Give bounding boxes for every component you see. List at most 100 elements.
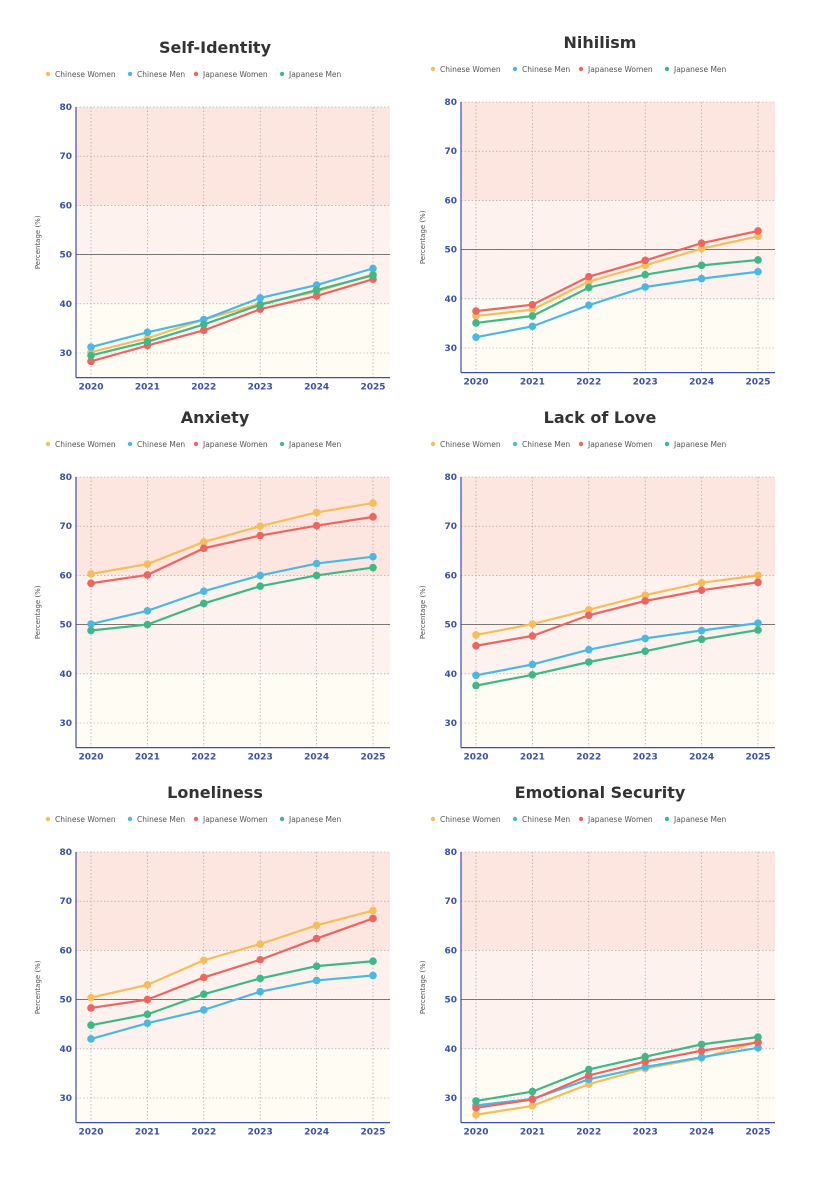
series-line-japanese-men	[90, 566, 374, 632]
data-point	[256, 531, 264, 540]
x-tick-label: 2025	[745, 1128, 770, 1138]
y-tick-label: 60	[444, 196, 457, 206]
data-point	[528, 632, 537, 640]
legend-marker	[430, 441, 436, 447]
series-line-japanese-men	[475, 628, 759, 687]
chart-title: Anxiety	[181, 408, 250, 427]
data-point	[143, 328, 152, 337]
legend-marker	[512, 66, 518, 72]
data-point	[143, 995, 152, 1004]
data-point	[200, 326, 208, 335]
y-tick-label: 70	[59, 897, 72, 907]
data-point	[369, 552, 377, 561]
data-point	[641, 1063, 649, 1071]
line-chart: Loneliness Chinese Women Chinese Men Japane…	[34, 783, 390, 1138]
series-line-japanese-men	[475, 258, 759, 324]
data-point	[754, 267, 762, 276]
data-point	[697, 578, 706, 587]
data-point	[200, 320, 208, 329]
data-point	[641, 270, 649, 279]
data-point	[312, 921, 321, 930]
legend-label: Japanese Women	[202, 440, 268, 449]
y-tick-label: 30	[59, 719, 72, 729]
x-tick-label: 2024	[304, 383, 329, 393]
data-point	[641, 647, 649, 655]
data-point	[697, 274, 706, 283]
x-tick-label: 2023	[248, 383, 273, 393]
data-point	[641, 283, 649, 291]
y-axis-label: Percentage (%)	[34, 585, 42, 639]
series-line-chinese-men	[90, 974, 374, 1041]
data-point	[754, 1044, 762, 1052]
data-point	[87, 351, 95, 360]
series-line-japanese-women	[90, 515, 374, 585]
legend-label: Japanese Women	[202, 815, 268, 824]
data-point	[369, 957, 377, 966]
zone-low	[76, 1048, 390, 1123]
legend-marker	[279, 71, 285, 77]
x-tick-label: 2025	[360, 383, 385, 393]
legend-marker	[664, 441, 670, 447]
legend-marker	[127, 816, 133, 822]
data-point	[87, 993, 95, 1002]
legend-marker	[578, 66, 584, 72]
data-point	[143, 337, 152, 346]
chart-title: Emotional Security	[515, 783, 686, 802]
series-line-japanese-women	[90, 917, 374, 1010]
chart-title: Loneliness	[167, 783, 263, 802]
data-point	[697, 1053, 706, 1061]
x-tick-label: 2023	[633, 753, 658, 763]
series-line-chinese-men	[475, 622, 759, 677]
data-point	[697, 1046, 706, 1055]
legend-label: Chinese Men	[522, 815, 570, 824]
data-point	[697, 244, 706, 253]
x-tick-label: 2025	[360, 753, 385, 763]
data-point	[754, 256, 762, 264]
legend-marker	[193, 816, 199, 822]
y-tick-label: 40	[444, 1045, 457, 1055]
x-tick-label: 2020	[78, 383, 103, 393]
legend-label: Chinese Men	[522, 440, 570, 449]
data-point	[528, 312, 537, 320]
legend-marker	[430, 66, 436, 72]
y-tick-label: 30	[59, 1094, 72, 1104]
y-tick-label: 50	[59, 251, 72, 261]
chart-panel-loneliness: Loneliness Chinese Women Chinese Men Japane…	[30, 775, 400, 1145]
legend-label: Chinese Women	[55, 440, 116, 449]
data-point	[585, 272, 593, 281]
data-point	[312, 508, 321, 517]
legend-marker	[193, 441, 199, 447]
data-point	[200, 956, 208, 965]
y-tick-label: 40	[444, 670, 457, 680]
data-point	[472, 333, 480, 341]
data-point	[528, 620, 537, 628]
line-chart: Anxiety Chinese Women Chinese Men Japanese …	[34, 408, 390, 763]
series-line-japanese-women	[475, 1041, 759, 1109]
data-point	[641, 634, 649, 643]
x-tick-label: 2022	[576, 753, 601, 763]
data-point	[256, 294, 264, 302]
data-point	[585, 645, 593, 654]
data-point	[143, 620, 152, 629]
line-chart: Self-Identity Chinese Women Chinese Men Jap…	[34, 38, 390, 393]
data-point	[369, 499, 377, 507]
legend-marker	[578, 816, 584, 822]
data-point	[754, 1038, 762, 1047]
data-point	[87, 1021, 95, 1029]
x-tick-label: 2021	[520, 753, 545, 763]
data-point	[528, 670, 537, 679]
x-tick-label: 2024	[304, 1128, 329, 1138]
data-point	[472, 307, 480, 315]
y-axis-label: Percentage (%)	[34, 215, 42, 269]
data-point	[256, 582, 264, 591]
data-point	[256, 955, 264, 964]
data-point	[200, 973, 208, 982]
data-point	[472, 681, 480, 690]
data-point	[87, 626, 95, 635]
y-tick-label: 30	[444, 719, 457, 729]
x-tick-label: 2021	[135, 1128, 160, 1138]
legend-label: Japanese Women	[587, 440, 653, 449]
legend-label: Japanese Men	[673, 440, 727, 449]
y-tick-label: 70	[59, 152, 72, 162]
data-point	[312, 934, 321, 943]
